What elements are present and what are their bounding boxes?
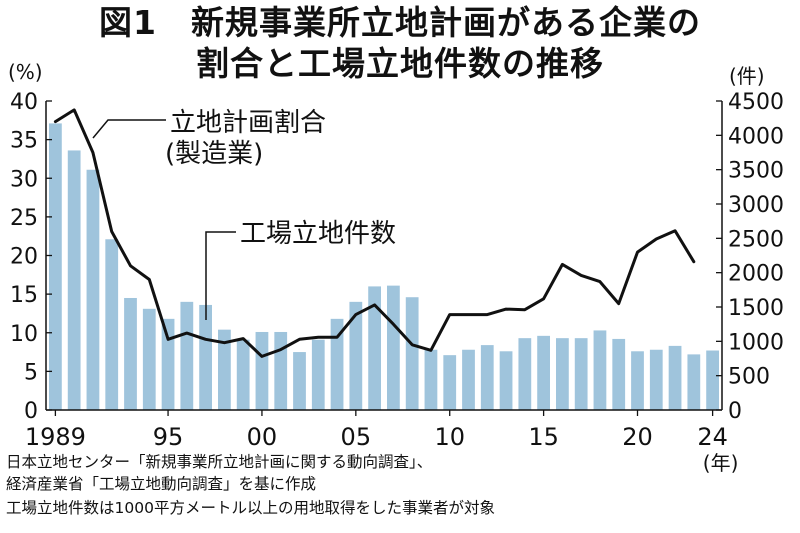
- bar: [518, 338, 532, 410]
- left-tick-label: 5: [24, 360, 38, 385]
- x-tick-label: 10: [434, 423, 465, 451]
- bar: [86, 169, 100, 410]
- bar: [293, 352, 306, 410]
- bar: [687, 354, 701, 410]
- bar: [236, 339, 250, 410]
- bar: [612, 338, 626, 410]
- left-tick-label: 40: [10, 90, 38, 115]
- right-tick-label: 2500: [728, 227, 784, 252]
- right-tick-label: 1000: [728, 330, 784, 355]
- right-tick-label: 0: [728, 399, 742, 424]
- x-tick-label: 1989: [25, 423, 86, 451]
- left-tick-label: 30: [10, 167, 38, 192]
- x-tick-label: 15: [528, 423, 559, 451]
- bar: [142, 308, 156, 410]
- series-line-factory-count: [53, 108, 696, 358]
- source-note-1: 日本立地センター「新規事業所立地計画に関する動向調査」、: [6, 453, 433, 471]
- series-label-plan-ratio-sub: (製造業): [165, 139, 263, 169]
- bar: [67, 150, 81, 410]
- left-axis-unit: (%): [8, 60, 43, 84]
- leader-line-factory-count: [205, 231, 236, 320]
- left-tick-label: 20: [10, 245, 38, 270]
- bar: [424, 349, 438, 410]
- right-tick-label: 2000: [728, 262, 784, 287]
- right-tick-label: 3500: [728, 159, 784, 184]
- left-tick-label: 0: [24, 399, 38, 424]
- bar: [180, 301, 194, 410]
- right-tick-label: 4500: [728, 90, 784, 115]
- bar: [537, 335, 550, 410]
- left-tick-label: 15: [10, 283, 38, 308]
- x-tick-label: 05: [341, 423, 372, 451]
- bar: [499, 351, 513, 410]
- bar: [218, 329, 231, 410]
- bar: [368, 286, 381, 410]
- right-tick-label: 500: [728, 365, 770, 390]
- bar: [405, 297, 419, 410]
- chart-title-line1: 図1 新規事業所立地計画がある企業の: [99, 3, 701, 42]
- bar: [593, 330, 607, 410]
- right-tick-label: 3000: [728, 193, 784, 218]
- bar: [387, 285, 400, 410]
- bar: [668, 345, 682, 410]
- bar: [443, 355, 457, 410]
- bar: [480, 345, 494, 410]
- bar: [649, 349, 663, 410]
- leader-line-plan-ratio: [92, 119, 166, 139]
- series-label-plan-ratio: 立地計画割合: [170, 108, 326, 138]
- bar: [631, 351, 644, 410]
- bar: [330, 318, 344, 410]
- bar: [49, 123, 62, 410]
- left-tick-label: 25: [10, 206, 38, 231]
- chart-title-line2: 割合と工場立地件数の推移: [196, 44, 604, 83]
- bar: [706, 350, 719, 410]
- x-axis-unit: (年): [703, 451, 739, 475]
- right-tick-label: 4000: [728, 124, 784, 149]
- bar: [274, 331, 288, 410]
- bar: [255, 331, 269, 410]
- source-note-2: 経済産業省「工場立地動向調査」を基に作成: [6, 475, 317, 493]
- right-tick-label: 1500: [728, 296, 784, 321]
- x-tick-label: 00: [247, 423, 278, 451]
- scope-note: 工場立地件数は1000平方メートル以上の用地取得をした事業者が対象: [6, 499, 495, 517]
- bar: [574, 338, 588, 410]
- bar: [462, 349, 475, 410]
- x-tick-label: 24: [697, 423, 728, 451]
- left-tick-label: 10: [10, 322, 38, 347]
- x-tick-label: 95: [153, 423, 184, 451]
- x-tick-label: 20: [622, 423, 653, 451]
- bar: [199, 304, 212, 410]
- bar: [556, 338, 569, 410]
- bar: [124, 297, 137, 410]
- left-tick-label: 35: [10, 129, 38, 154]
- bar: [161, 318, 175, 410]
- bar: [311, 339, 325, 410]
- right-axis-unit: (件): [729, 64, 765, 88]
- series-label-factory-count: 工場立地件数: [240, 219, 396, 249]
- bar: [105, 239, 119, 410]
- bar: [349, 301, 363, 410]
